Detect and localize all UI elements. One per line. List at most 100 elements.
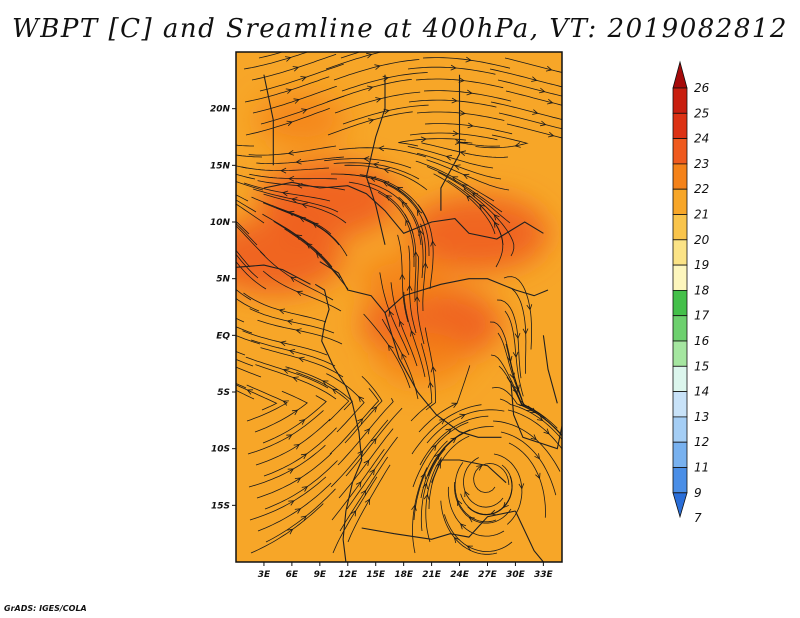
border-line-3: [365, 74, 386, 245]
streamline-arrow-123: [526, 405, 533, 411]
streamline-124: [236, 389, 255, 400]
streamline-139: [500, 431, 557, 496]
streamline-arrow-165: [369, 468, 375, 476]
streamline-arrow-122: [388, 344, 394, 351]
streamline-arrow-110: [388, 310, 394, 317]
colorbar-label-14: 14: [694, 385, 709, 399]
colorbar: 26 25 24 23 22 21 20 19 18 17 16 15 14 13 12 11 9 7: [672, 60, 710, 525]
streamline-161: [338, 428, 394, 499]
streamline-45: [249, 173, 338, 180]
streamline-75: [463, 188, 515, 257]
streamline-165: [346, 436, 398, 510]
map-frame: [235, 51, 563, 563]
streamline-arrow-147: [518, 483, 525, 490]
streamline-110: [379, 272, 410, 356]
streamline-137: [326, 373, 365, 433]
streamline-22: [416, 111, 505, 121]
colorbar-label-20: 20: [694, 233, 710, 247]
streamline-arrow-156: [287, 468, 295, 474]
streamline-171: [454, 462, 497, 523]
streamline-11: [497, 79, 562, 97]
streamline-arrow-158: [430, 444, 437, 451]
streamline-arrow-82: [418, 229, 424, 236]
streamline-141: [344, 376, 383, 444]
streamline-arrow-89: [290, 276, 297, 283]
streamline-arrow-6: [450, 64, 457, 71]
chart-title: WBPT [C] and Sreamline at 400hPa, VT: 20…: [12, 14, 788, 44]
streamline-102: [408, 245, 417, 334]
streamline-arrow-2: [465, 56, 472, 63]
streamline-arrow-178: [423, 493, 430, 500]
streamline-arrow-34: [420, 136, 427, 143]
streamline-94: [420, 223, 427, 312]
streamline-108: [236, 351, 246, 356]
streamline-arrow-106: [414, 295, 420, 302]
streamline-70: [367, 182, 422, 246]
streamline-169: [331, 448, 385, 521]
streamline-78: [377, 191, 415, 267]
streamline-76: [236, 249, 251, 268]
colorbar-label-7: 7: [694, 511, 702, 525]
streamline-arrow-128: [246, 389, 254, 395]
streamline-arrow-131: [543, 428, 550, 435]
streamline-arrow-125: [292, 376, 299, 382]
streamline-105: [257, 319, 343, 345]
border-line-10: [236, 264, 311, 285]
streamline-174: [420, 448, 446, 532]
streamline-57: [253, 188, 339, 213]
streamline-148: [255, 418, 331, 466]
streamline-arrow-90: [413, 251, 419, 258]
streamline-175: [447, 486, 505, 537]
streamline-arrow-141: [371, 406, 378, 413]
lon-tick-label-12E: 12E: [338, 570, 358, 580]
streamline-150: [419, 415, 489, 466]
streamline-67: [433, 173, 496, 235]
colorbar-label-9: 9: [694, 486, 702, 500]
streamline-arrow-138: [451, 402, 458, 408]
streamline-arrow-169: [355, 481, 362, 488]
colorbar-box-12: [672, 416, 688, 443]
streamline-128: [236, 384, 278, 411]
border-line-9: [514, 510, 544, 562]
streamline-arrow-57: [291, 197, 298, 203]
colorbar-bottom-triangle: [672, 492, 688, 519]
streamline-arrow-139: [534, 453, 541, 460]
streamline-arrow-179: [466, 545, 473, 551]
streamline-arrow-62: [396, 186, 404, 193]
streamline-arrow-132: [282, 400, 289, 406]
streamline-arrow-12: [300, 76, 307, 82]
colorbar-label-17: 17: [694, 309, 710, 323]
streamline-arrow-37: [295, 158, 302, 165]
streamline-133: [296, 372, 350, 422]
streamline-125: [255, 364, 337, 400]
streamline-16: [244, 76, 330, 103]
streamline-163: [463, 457, 504, 508]
streamline-arrow-22: [459, 110, 466, 116]
streamline-arrow-140: [299, 419, 306, 425]
streamline-47: [416, 152, 502, 180]
longitude-axis: 3E 6E 9E 12E 15E 18E 21E 24E 27E 30E 33E: [258, 562, 554, 580]
streamline-170: [413, 440, 448, 521]
streamline-arrow-35: [454, 139, 462, 145]
streamline-26: [424, 123, 513, 135]
colorbar-label-13: 13: [694, 410, 709, 424]
colorbar-label-11: 11: [694, 461, 709, 475]
lon-tick-label-24E: 24E: [450, 570, 470, 580]
streamline-arrow-181: [350, 510, 357, 517]
streamline-72: [236, 225, 266, 257]
colorbar-label-22: 22: [694, 182, 709, 196]
colorbar-box-11: [672, 441, 688, 468]
streamline-arrow-99: [506, 355, 513, 363]
streamline-arrow-91: [514, 332, 521, 340]
streamline-87: [511, 288, 527, 374]
streamline-arrow-136: [291, 409, 299, 416]
colorbar-box-24: [672, 112, 688, 140]
streamline-arrow-118: [410, 330, 416, 337]
streamline-arrow-11: [539, 87, 546, 94]
lat-tick-label-10S: 10S: [211, 445, 230, 455]
streamline-143: [508, 442, 546, 518]
streamline-39: [421, 142, 509, 158]
streamline-arrow-47: [454, 164, 461, 170]
streamline-25: [342, 104, 429, 125]
streamline-101: [249, 308, 335, 334]
